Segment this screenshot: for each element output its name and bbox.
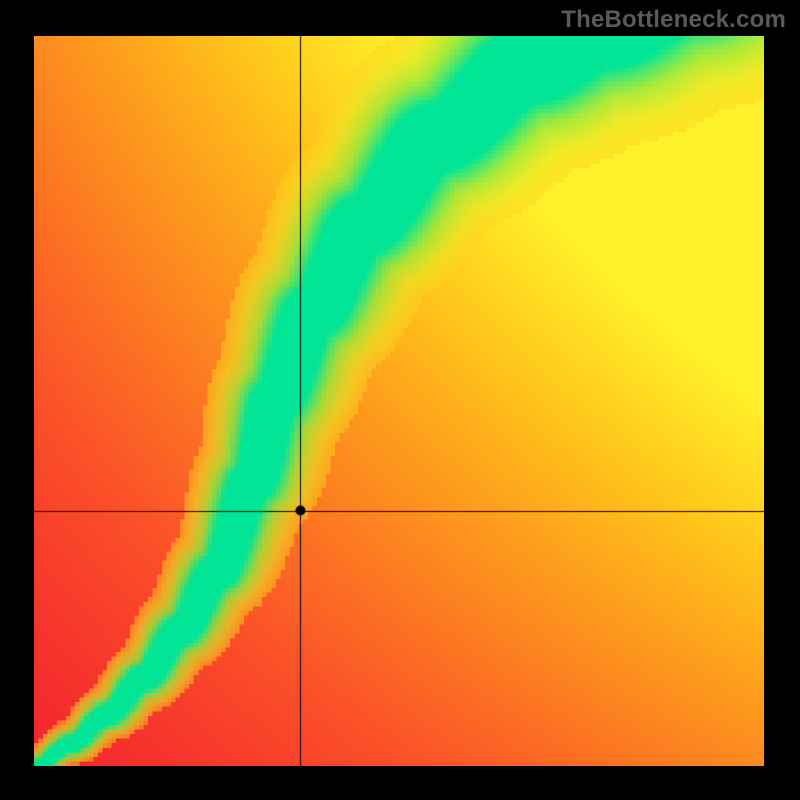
crosshair-overlay: [0, 0, 800, 800]
chart-container: TheBottleneck.com: [0, 0, 800, 800]
